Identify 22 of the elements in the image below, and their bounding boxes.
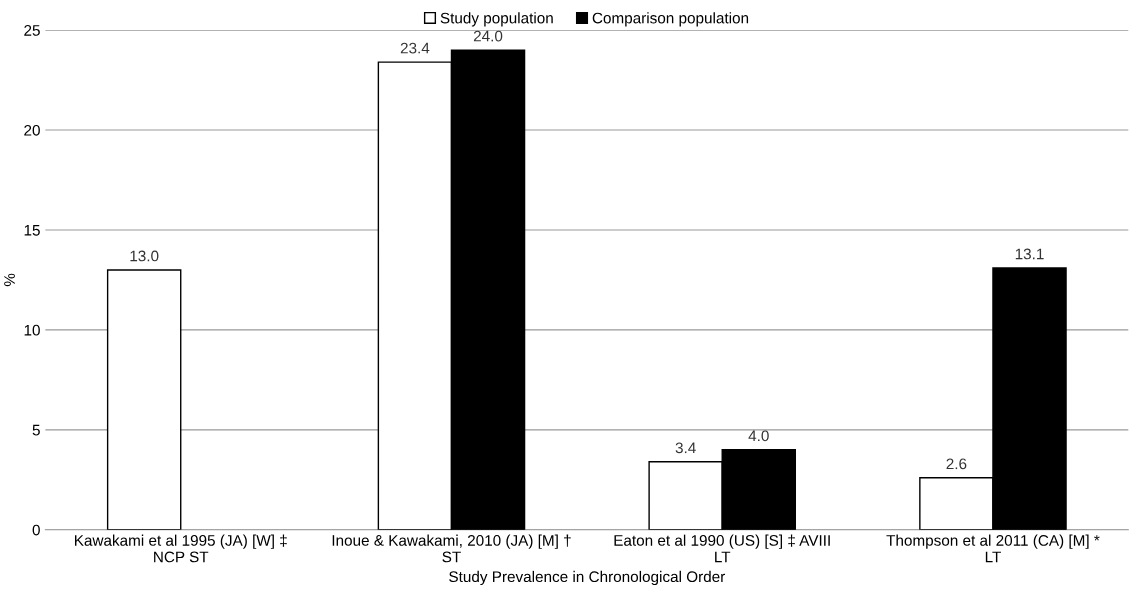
data-label: 2.6 <box>946 458 967 470</box>
y-tick-label: 15 <box>24 224 40 236</box>
data-label: 24.0 <box>473 30 503 42</box>
y-axis-title: % <box>4 273 15 287</box>
x-tick-label: Thompson et al 2011 (CA) [M] * LT <box>886 534 1100 563</box>
y-tick-label: 25 <box>24 24 40 36</box>
legend-label: Study population <box>440 12 553 27</box>
data-label: 13.0 <box>130 250 159 262</box>
data-label: 4.0 <box>748 430 769 442</box>
data-label: 13.1 <box>1015 248 1044 260</box>
x-axis-title: Study Prevalence in Chronological Order <box>449 570 726 586</box>
x-tick-label: Eaton et al 1990 (US) [S] ‡ AVIII LT <box>614 534 830 563</box>
legend-label: Comparison population <box>592 12 749 27</box>
y-tick-label: 5 <box>32 424 40 436</box>
data-label: 3.4 <box>675 442 696 454</box>
x-tick-label: Kawakami et al 1995 (JA) [W] ‡ NCP ST <box>75 534 287 563</box>
y-tick-label: 20 <box>24 124 40 136</box>
data-label: 23.4 <box>400 42 430 54</box>
x-tick-label: Inoue & Kawakami, 2010 (JA) [M] † ST <box>332 534 571 563</box>
y-tick-label: 0 <box>32 524 40 536</box>
y-tick-label: 10 <box>24 324 40 336</box>
bar <box>106 269 182 530</box>
